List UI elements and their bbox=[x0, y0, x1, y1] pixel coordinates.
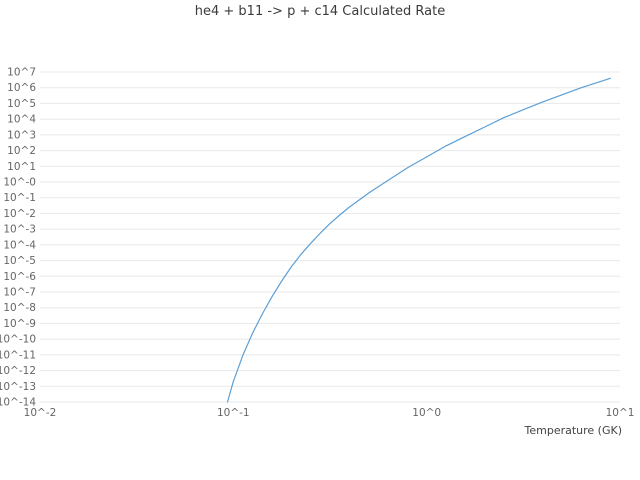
y-tick-label: 10^-3 bbox=[3, 224, 36, 236]
y-tick-label: 10^-12 bbox=[0, 365, 36, 377]
y-tick-label: 10^-5 bbox=[3, 255, 36, 267]
y-tick-label: 10^4 bbox=[7, 114, 36, 126]
y-tick-label: 10^-2 bbox=[3, 208, 36, 220]
y-tick-label: 10^5 bbox=[7, 98, 36, 110]
x-axis-label: Temperature (GK) bbox=[524, 424, 623, 437]
x-tick-label: 10^-1 bbox=[217, 407, 250, 419]
y-tick-label: 10^1 bbox=[7, 161, 36, 173]
x-tick-label: 10^1 bbox=[606, 407, 635, 419]
y-tick-label: 10^-4 bbox=[3, 239, 36, 251]
y-tick-label: 10^2 bbox=[7, 145, 36, 157]
y-tick-label: 10^-10 bbox=[0, 334, 36, 346]
y-tick-label: 10^-1 bbox=[3, 192, 36, 204]
rate-curve bbox=[226, 77, 611, 403]
y-tick-label: 10^3 bbox=[7, 129, 36, 141]
y-tick-label: 10^-11 bbox=[0, 349, 36, 361]
y-tick-label: 10^-14 bbox=[0, 397, 36, 409]
y-tick-label: 10^-7 bbox=[3, 287, 36, 299]
y-tick-label: 10^7 bbox=[7, 67, 36, 79]
y-tick-label: 10^-0 bbox=[3, 177, 36, 189]
x-tick-label: 10^-2 bbox=[24, 407, 57, 419]
y-tick-label: 10^-6 bbox=[3, 271, 36, 283]
chart-title: he4 + b11 -> p + c14 Calculated Rate bbox=[194, 4, 446, 19]
y-tick-label: 10^6 bbox=[7, 82, 36, 94]
y-tick-label: 10^-13 bbox=[0, 381, 36, 393]
x-tick-label: 10^0 bbox=[412, 407, 441, 419]
y-tick-label: 10^-8 bbox=[3, 302, 36, 314]
y-tick-label: 10^-9 bbox=[3, 318, 36, 330]
